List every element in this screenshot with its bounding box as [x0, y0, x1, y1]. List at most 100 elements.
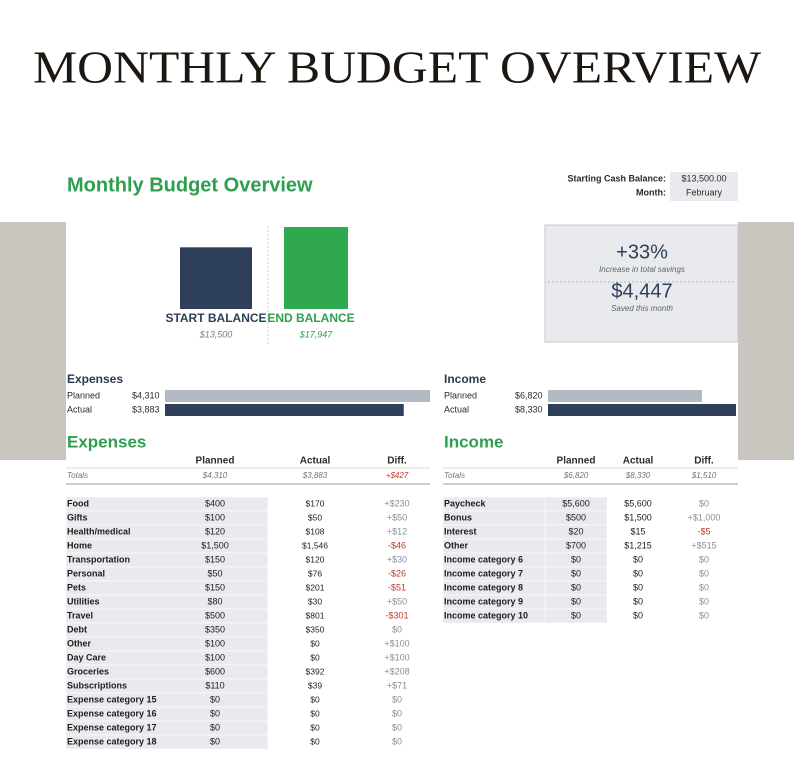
table-cell: $0 — [571, 610, 581, 620]
side-band — [0, 222, 66, 460]
row-label: Expense category 18 — [67, 736, 157, 746]
cell-bg — [65, 636, 269, 652]
table-cell: +$12 — [387, 526, 407, 536]
start-label: START BALANCE — [165, 311, 266, 325]
totals-cell: $1,510 — [691, 471, 717, 480]
table-cell: $392 — [306, 666, 325, 676]
row-label: Utilities — [67, 596, 100, 606]
table-cell: $0 — [571, 568, 581, 578]
table-cell: $0 — [210, 736, 220, 746]
row-label: Income category 8 — [444, 582, 523, 592]
cell-bg — [65, 496, 269, 512]
table-cell: $5,600 — [562, 498, 590, 508]
table-cell: $50 — [308, 512, 322, 522]
savings-box — [544, 224, 739, 343]
table-cell: $39 — [308, 680, 322, 690]
table-cell: $5,600 — [624, 498, 652, 508]
table-cell: $0 — [210, 708, 220, 718]
row-label: Expense category 15 — [67, 694, 157, 704]
column-header: Diff. — [694, 456, 714, 467]
table-cell: $108 — [306, 526, 325, 536]
table-cell: $0 — [310, 652, 320, 662]
table-cell: $0 — [699, 596, 709, 606]
summary-value: $8,330 — [515, 404, 543, 414]
table-cell: +$208 — [384, 666, 409, 676]
sheet-title: Monthly Budget Overview — [67, 174, 313, 196]
row-label: Health/medical — [67, 526, 131, 536]
start-value: $13,500 — [199, 329, 233, 339]
row-label: Income category 7 — [444, 568, 523, 578]
row-label: Subscriptions — [67, 680, 127, 690]
table-cell: $30 — [308, 596, 322, 606]
planned-bar — [548, 390, 702, 402]
table-cell: $0 — [310, 722, 320, 732]
table-cell: $700 — [566, 540, 586, 550]
table-cell: $0 — [571, 554, 581, 564]
totals-cell: Totals — [444, 471, 465, 480]
table-cell: $0 — [310, 638, 320, 648]
row-label: Other — [444, 540, 469, 550]
cell-bg — [65, 580, 269, 596]
summary-label: Actual — [67, 404, 92, 414]
row-label: Home — [67, 540, 92, 550]
balance-bar — [284, 227, 348, 309]
table-cell: $100 — [205, 512, 225, 522]
cell-bg — [65, 622, 269, 638]
planned-bar — [165, 390, 430, 402]
row-label: Paycheck — [444, 498, 487, 508]
cell-bg — [65, 608, 269, 624]
cash-label: Starting Cash Balance: — [567, 173, 666, 183]
table-cell: $1,500 — [624, 512, 652, 522]
table-cell: +$100 — [384, 652, 409, 662]
row-label: Expense category 17 — [67, 722, 157, 732]
table-cell: $0 — [210, 722, 220, 732]
actual-bar — [165, 404, 404, 416]
row-label: Groceries — [67, 666, 109, 676]
table-cell: $76 — [308, 568, 322, 578]
table-cell: $0 — [392, 694, 402, 704]
table-cell: $0 — [699, 610, 709, 620]
row-label: Day Care — [67, 652, 106, 662]
month-cell — [670, 186, 738, 201]
row-label: Income category 6 — [444, 554, 523, 564]
cell-bg — [65, 510, 269, 526]
side-band — [738, 222, 794, 460]
summary-title: Expenses — [67, 372, 123, 386]
table-cell: $20 — [568, 526, 583, 536]
table-cell: $1,215 — [624, 540, 652, 550]
savings-amount: $4,447 — [611, 280, 672, 302]
table-cell: $0 — [392, 722, 402, 732]
totals-cell: $4,310 — [202, 471, 228, 480]
cell-bg — [65, 734, 269, 750]
table-cell: -$51 — [388, 582, 406, 592]
totals-cell: $3,883 — [302, 471, 328, 480]
row-label: Bonus — [444, 512, 472, 522]
table-cell: -$5 — [697, 526, 710, 536]
row-label: Other — [67, 638, 92, 648]
summary-value: $3,883 — [132, 404, 160, 414]
table-cell: $150 — [205, 554, 225, 564]
table-cell: +$100 — [384, 638, 409, 648]
end-label: END BALANCE — [267, 311, 354, 325]
summary-label: Planned — [67, 390, 100, 400]
table-cell: $0 — [392, 624, 402, 634]
month-value: February — [686, 187, 723, 197]
table-cell: $600 — [205, 666, 225, 676]
table-cell: $0 — [392, 708, 402, 718]
table-cell: $0 — [699, 498, 709, 508]
row-label: Transportation — [67, 554, 130, 564]
totals-cell: $6,820 — [563, 471, 589, 480]
table-cell: $0 — [571, 582, 581, 592]
month-label: Month: — [636, 187, 666, 197]
table-cell: $0 — [310, 708, 320, 718]
table-cell: $400 — [205, 498, 225, 508]
savings-caption: Increase in total savings — [599, 265, 685, 274]
totals-cell: $8,330 — [625, 471, 651, 480]
actual-bar — [548, 404, 736, 416]
summary-value: $6,820 — [515, 390, 543, 400]
table-cell: $110 — [205, 680, 224, 690]
table-cell: $0 — [571, 596, 581, 606]
page-title: MONTHLY BUDGET OVERVIEW — [33, 42, 762, 93]
table-cell: $0 — [310, 736, 320, 746]
row-label: Income category 10 — [444, 610, 528, 620]
